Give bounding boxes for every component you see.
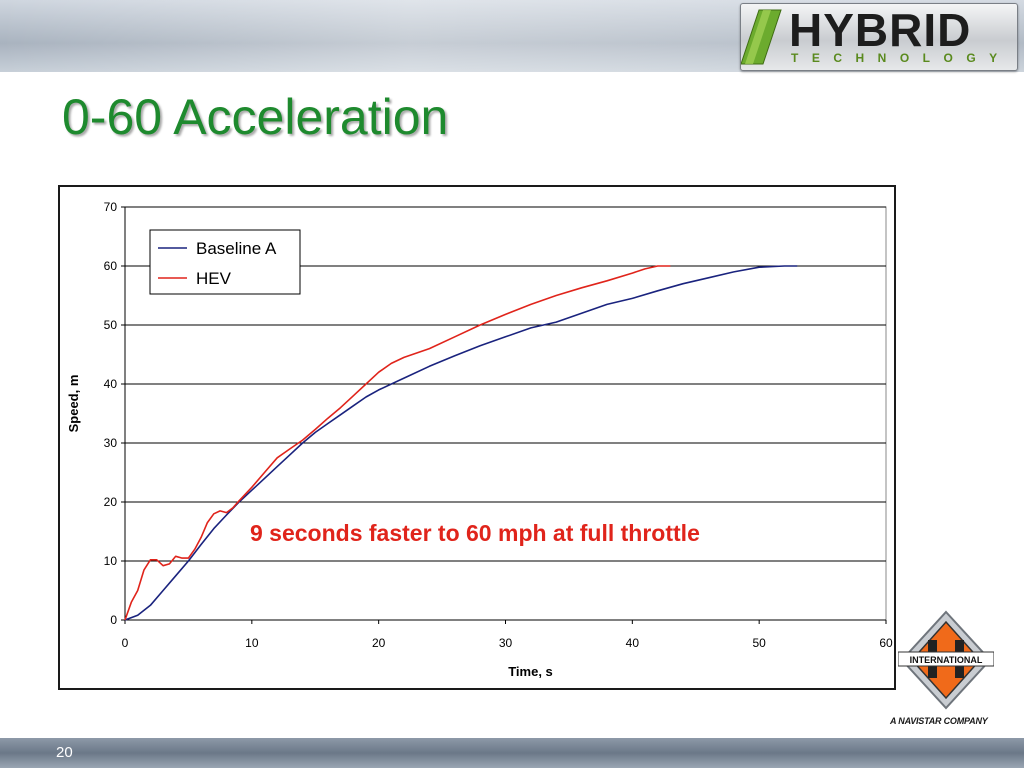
x-axis-label: Time, s <box>508 664 553 679</box>
series-line-baseline <box>124 265 798 621</box>
x-tick-label: 10 <box>245 636 259 650</box>
y-tick-label: 30 <box>104 436 118 450</box>
footer-band <box>0 738 1024 768</box>
series-line-hev <box>124 265 671 621</box>
green-slash-icon <box>741 9 782 65</box>
brand-main-text: HYBRID <box>789 4 972 56</box>
y-tick-label: 70 <box>104 200 118 214</box>
x-tick-label: 40 <box>626 636 640 650</box>
x-tick-label: 0 <box>122 636 129 650</box>
x-tick-label: 30 <box>499 636 513 650</box>
legend-label: Baseline A <box>196 239 277 258</box>
brand-sub-text: TECHNOLOGY <box>791 51 1011 65</box>
y-tick-label: 10 <box>104 554 118 568</box>
y-tick-label: 20 <box>104 495 118 509</box>
international-logo: INTERNATIONAL <box>898 610 994 710</box>
y-tick-label: 40 <box>104 377 118 391</box>
y-tick-label: 0 <box>110 613 117 627</box>
x-tick-label: 60 <box>879 636 893 650</box>
chart-annotation: 9 seconds faster to 60 mph at full throt… <box>250 520 700 546</box>
slide-title: 0-60 Acceleration <box>62 89 449 145</box>
y-axis-label: Speed, m <box>66 375 81 433</box>
y-tick-label: 60 <box>104 259 118 273</box>
y-tick-label: 50 <box>104 318 118 332</box>
international-badge-text: INTERNATIONAL <box>910 655 983 665</box>
legend-box <box>149 229 301 295</box>
navistar-tagline: A NAVISTAR COMPANY <box>890 716 988 726</box>
x-tick-label: 20 <box>372 636 386 650</box>
page-number: 20 <box>56 744 73 761</box>
hybrid-technology-logo: HYBRID TECHNOLOGY <box>740 3 1018 71</box>
x-tick-label: 50 <box>752 636 766 650</box>
acceleration-chart: 0 10 20 30 40 50 60 70 0 10 20 30 40 50 60 Time, s Speed… <box>66 200 893 679</box>
legend-label: HEV <box>196 269 232 288</box>
